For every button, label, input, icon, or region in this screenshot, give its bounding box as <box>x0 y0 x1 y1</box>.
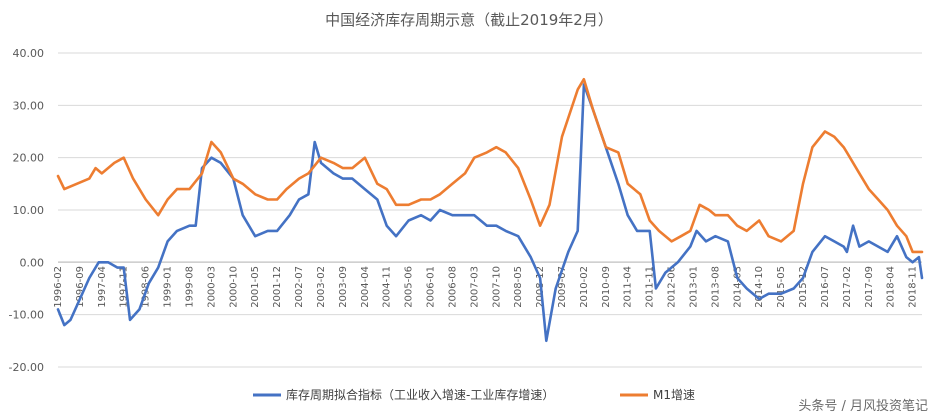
watermark-text: 头条号 / 月风投资笔记 <box>798 398 928 414</box>
x-tick-label: 2005-06 <box>404 266 415 308</box>
x-tick-label: 2014-10 <box>754 266 765 308</box>
y-tick-label: 10.00 <box>13 204 45 217</box>
x-tick-label: 2006-08 <box>447 266 458 308</box>
x-tick-label: 2011-11 <box>645 266 656 308</box>
y-tick-label: -20.00 <box>9 361 44 374</box>
x-tick-label: 1997-04 <box>97 266 108 308</box>
x-tick-label: 2017-09 <box>864 266 875 308</box>
y-tick-label: -10.00 <box>9 309 44 322</box>
x-tick-label: 2001-05 <box>250 266 261 308</box>
x-tick-label: 1999-01 <box>163 266 174 308</box>
x-tick-label: 2015-12 <box>798 266 809 308</box>
legend-label: 库存周期拟合指标（工业收入增速-工业库存增速） <box>286 387 554 402</box>
x-tick-label: 2018-11 <box>908 266 919 308</box>
legend-label: M1增速 <box>653 388 695 402</box>
x-tick-label: 2003-09 <box>338 266 349 308</box>
x-tick-label: 1996-09 <box>75 266 86 308</box>
x-tick-label: 2017-02 <box>842 266 853 308</box>
y-axis: 40.00 30.00 20.00 10.00 0.00 -10.00 -20.00 <box>9 47 44 374</box>
x-tick-label: 2004-11 <box>382 266 393 308</box>
x-axis: 1996-02 1996-09 1997-04 1997-11 1998-06 1999-… <box>53 261 922 308</box>
x-tick-label: 2009-07 <box>557 266 568 308</box>
chart-title: 中国经济库存周期示意（截止2019年2月） <box>325 11 613 29</box>
series-line-m1-growth <box>56 77 924 254</box>
x-tick-label: 2008-05 <box>513 266 524 308</box>
x-tick-label: 2015-05 <box>776 266 787 308</box>
x-tick-label: 2010-09 <box>601 266 612 308</box>
legend: 库存周期拟合指标（工业收入增速-工业库存增速） M1增速 <box>253 387 695 402</box>
x-tick-label: 2014-03 <box>732 266 743 308</box>
x-tick-label: 2013-01 <box>688 266 699 308</box>
x-tick-label: 1996-02 <box>53 266 64 308</box>
x-tick-label: 2000-03 <box>206 266 217 308</box>
x-tick-label: 2000-10 <box>228 266 239 308</box>
y-tick-label: 20.00 <box>13 152 45 165</box>
y-tick-label: 30.00 <box>13 99 45 112</box>
x-tick-label: 2007-10 <box>491 266 502 308</box>
x-tick-label: 2001-12 <box>272 266 283 308</box>
gridlines <box>58 52 922 368</box>
x-tick-label: 2016-07 <box>820 266 831 308</box>
x-tick-label: 2010-02 <box>579 266 590 308</box>
x-tick-label: 2006-01 <box>426 266 437 308</box>
x-tick-label: 2018-04 <box>886 266 897 308</box>
x-tick-label: 2013-08 <box>710 266 721 308</box>
x-tick-label: 2011-04 <box>623 266 634 308</box>
x-tick-label: 1997-11 <box>119 266 130 308</box>
series-line-inventory-cycle <box>56 83 924 343</box>
y-tick-label: 0.00 <box>20 256 45 269</box>
x-tick-label: 2012-06 <box>667 266 678 308</box>
x-tick-label: 2007-03 <box>469 266 480 308</box>
x-tick-label: 2003-02 <box>316 266 327 308</box>
x-tick-label: 2002-07 <box>294 266 305 308</box>
x-tick-label: 2004-04 <box>360 266 371 308</box>
y-tick-label: 40.00 <box>13 47 45 60</box>
series-lines <box>56 77 924 343</box>
x-tick-label: 1999-08 <box>184 266 195 308</box>
